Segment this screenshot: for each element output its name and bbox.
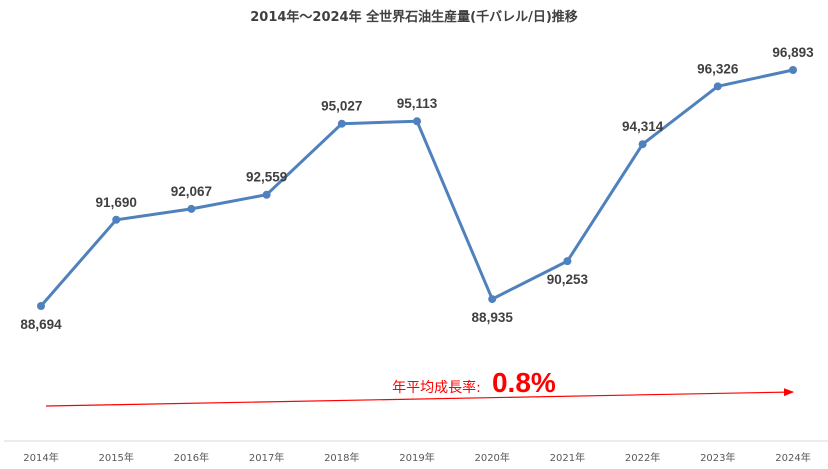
x-tick-label: 2015年 [98,451,133,464]
data-label: 95,027 [321,99,362,114]
data-label: 96,893 [772,45,814,60]
x-tick-label: 2014年 [23,451,58,464]
data-label: 88,694 [20,317,62,332]
cagr-annotation: 年平均成長率: 0.8% [392,367,556,398]
data-point [337,119,346,128]
data-label: 91,690 [96,195,137,210]
data-point [638,140,647,149]
x-tick-label: 2022年 [625,451,660,464]
data-point [37,302,45,310]
data-label: 94,314 [622,119,664,134]
x-tick-label: 2024年 [775,451,810,464]
data-point [262,190,271,199]
data-point [563,257,572,266]
x-tick-label: 2016年 [174,451,209,464]
data-point [187,204,196,213]
data-point [789,66,797,74]
x-tick-label: 2020年 [474,451,509,464]
x-tick-label: 2021年 [550,451,585,464]
data-point [112,215,121,224]
x-tick-label: 2019年 [399,451,434,464]
data-label: 95,113 [397,96,438,111]
growth-trend-arrow [45,388,794,407]
data-point [413,117,421,126]
data-label: 96,326 [697,61,739,76]
x-axis-ticks: 2014年 2015年 2016年 2017年 2018年 2019年 2020年 2021年… [23,451,810,464]
data-label: 92,067 [171,184,212,199]
data-label: 90,253 [547,272,589,287]
chart-title: 2014年～2024年 全世界石油生産量(千バレル/日)推移 [250,9,578,25]
x-tick-label: 2018年 [324,451,359,464]
data-label: 92,559 [246,170,287,185]
cagr-value: 0.8% [492,367,556,398]
x-tick-label: 2023年 [700,451,735,464]
x-tick-label: 2017年 [249,451,284,464]
cagr-label: 年平均成長率: [392,379,481,396]
data-label: 88,935 [472,310,514,325]
data-point [713,82,722,91]
data-point [488,295,497,304]
plot-area: 88,694 91,690 92,067 92,559 95,027 95,113 88,9… [20,45,814,332]
